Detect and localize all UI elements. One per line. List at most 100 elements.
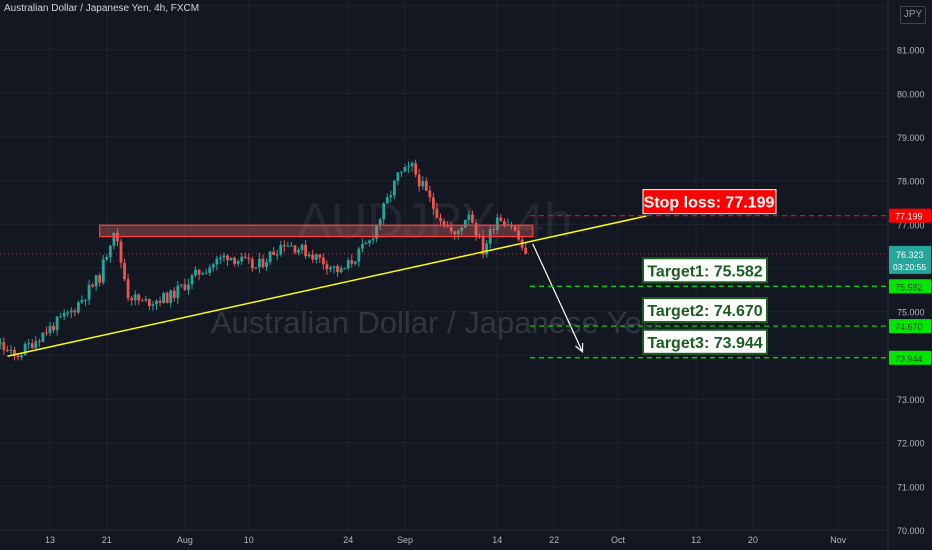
candle-body — [190, 275, 194, 285]
candle-body — [389, 195, 393, 198]
candle-body — [119, 241, 123, 263]
candle-body — [34, 341, 38, 349]
candle-body — [69, 310, 73, 313]
candle-body — [20, 354, 23, 358]
candle-body — [254, 267, 258, 269]
candle-body — [382, 203, 386, 220]
candle-body — [87, 284, 91, 300]
candle-body — [45, 332, 48, 334]
x-tick-label: 12 — [691, 535, 701, 545]
x-tick-label: Oct — [611, 535, 626, 545]
candle-body — [172, 290, 176, 299]
candle-body — [123, 262, 126, 280]
candle-body — [162, 292, 165, 303]
candle-body — [304, 244, 307, 257]
candle-body — [133, 294, 137, 301]
candle-body — [144, 299, 148, 301]
candle-body — [41, 332, 45, 342]
candle-body — [339, 268, 343, 273]
candle-body — [84, 299, 87, 301]
y-tick-label: 78.000 — [897, 177, 925, 187]
target-label-box[interactable] — [642, 257, 768, 284]
candle-body — [282, 245, 286, 247]
target-axis-label: 74.670 — [895, 322, 923, 332]
candle-body — [55, 316, 59, 331]
stop-loss-label-box[interactable] — [642, 189, 777, 215]
candle-body — [215, 258, 219, 265]
candle-body — [300, 244, 304, 251]
candle-body — [442, 221, 446, 226]
resistance-zone[interactable] — [99, 224, 534, 238]
x-tick-label: 13 — [45, 535, 55, 545]
candle-body — [187, 284, 190, 290]
target-axis-label-bg — [889, 279, 931, 294]
candle-body — [290, 245, 293, 247]
candle-body — [325, 264, 329, 270]
candle-body — [357, 248, 361, 262]
candle-body — [2, 342, 6, 351]
candle-body — [183, 284, 187, 290]
candle-body — [279, 245, 283, 255]
stop-loss-axis-label-bg — [889, 208, 931, 223]
candle-body — [439, 217, 442, 222]
candle-body — [311, 254, 315, 260]
projection-arrow[interactable] — [532, 243, 584, 353]
trendline[interactable] — [7, 215, 647, 357]
watermark-name: Australian Dollar / Japanese Yen — [211, 305, 659, 340]
candle-body — [80, 299, 84, 303]
target-label-box[interactable] — [642, 297, 768, 324]
candle-body — [16, 355, 20, 358]
candle-body — [513, 226, 517, 231]
target-label: Target1: 75.582 — [647, 263, 762, 280]
current-price-tag — [889, 245, 931, 274]
x-tick-label: 24 — [343, 535, 353, 545]
candle-body — [151, 304, 155, 307]
candle-body — [222, 255, 226, 258]
candle-body — [140, 300, 144, 302]
candle-body — [481, 235, 485, 255]
candle-body — [375, 225, 378, 239]
target-label-box[interactable] — [642, 328, 768, 355]
candle-body — [0, 342, 2, 344]
candle-body — [485, 243, 489, 255]
candle-body — [371, 238, 375, 241]
candle-body — [23, 343, 27, 355]
candle-body — [286, 245, 290, 247]
y-tick-label: 73.000 — [897, 395, 925, 405]
stop-loss-axis-label: 77.199 — [895, 212, 923, 222]
candle-body — [98, 275, 102, 283]
currency-button[interactable]: JPY — [900, 6, 926, 24]
candle-body — [233, 257, 236, 264]
candle-body — [27, 343, 31, 345]
candle-body — [77, 302, 80, 313]
y-tick-label: 72.000 — [897, 439, 925, 449]
candle-body — [108, 245, 112, 258]
candle-body — [236, 261, 240, 264]
candle-body — [385, 197, 389, 204]
target-axis-label-bg — [889, 319, 931, 334]
candle-body — [463, 220, 467, 228]
candle-body — [524, 247, 528, 254]
candle-body — [176, 285, 180, 299]
candle-body — [378, 219, 382, 226]
candle-body — [30, 343, 34, 349]
candle-body — [307, 254, 311, 257]
candle-body — [62, 312, 66, 317]
candle-body — [297, 250, 300, 253]
candle-body — [165, 292, 169, 303]
target-axis-label-bg — [889, 350, 931, 365]
price-axis[interactable] — [888, 0, 932, 550]
candle-body — [432, 197, 435, 209]
y-tick-label: 70.000 — [897, 526, 925, 536]
candle-body — [414, 163, 418, 175]
candle-body — [361, 244, 364, 249]
candle-body — [336, 266, 339, 273]
candle-body — [243, 256, 247, 258]
candle-body — [226, 255, 229, 261]
candle-body — [112, 232, 116, 246]
candle-body — [194, 269, 197, 276]
target-axis-label: 75.582 — [895, 282, 923, 292]
x-tick-label: Aug — [177, 535, 193, 545]
current-price-label: 76.323 — [896, 250, 924, 260]
